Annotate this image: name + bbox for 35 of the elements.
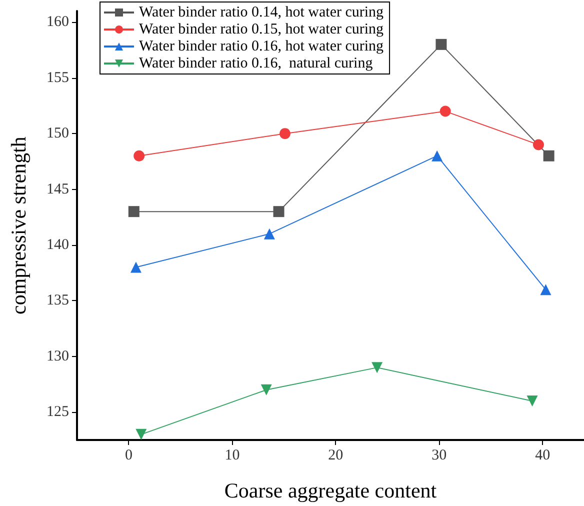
- point: [134, 150, 145, 162]
- legend-label: Water binder ratio 0.16, natural curing: [139, 56, 374, 72]
- x-tick-label: 0: [124, 448, 132, 464]
- legend-label: Water binder ratio 0.14, hot water curing: [139, 4, 384, 20]
- point: [440, 106, 451, 117]
- y-tick-label: 150: [46, 126, 69, 142]
- point: [264, 228, 275, 240]
- legend-label: Water binder ratio 0.15, hot water curing: [139, 22, 384, 38]
- point: [432, 150, 443, 162]
- x-tick-label: 10: [224, 448, 240, 464]
- point: [130, 262, 142, 273]
- point: [279, 128, 290, 140]
- x-tick-label: 20: [328, 448, 344, 464]
- point: [543, 150, 554, 162]
- y-tick-label: 145: [46, 181, 69, 198]
- y-tick-label: 155: [46, 70, 69, 86]
- point: [372, 362, 383, 374]
- x-tick-label: 30: [432, 448, 447, 464]
- x-axis-title: Coarse aggregate content: [224, 478, 437, 502]
- point: [273, 206, 284, 218]
- legend-label: Water binder ratio 0.16, hot water curing: [139, 38, 384, 54]
- point: [532, 139, 544, 150]
- y-tick-label: 140: [46, 237, 69, 253]
- y-tick-label: 125: [46, 404, 69, 420]
- point: [260, 384, 272, 396]
- y-axis-title: compressive strength: [6, 136, 30, 314]
- point: [526, 396, 538, 406]
- y-tick-label: 130: [46, 348, 69, 364]
- x-tick-label: 40: [535, 448, 550, 464]
- point: [540, 284, 552, 296]
- point: [136, 428, 147, 440]
- y-tick-label: 135: [46, 292, 69, 309]
- point: [128, 206, 140, 218]
- point: [436, 38, 447, 50]
- y-tick-label: 160: [46, 14, 69, 30]
